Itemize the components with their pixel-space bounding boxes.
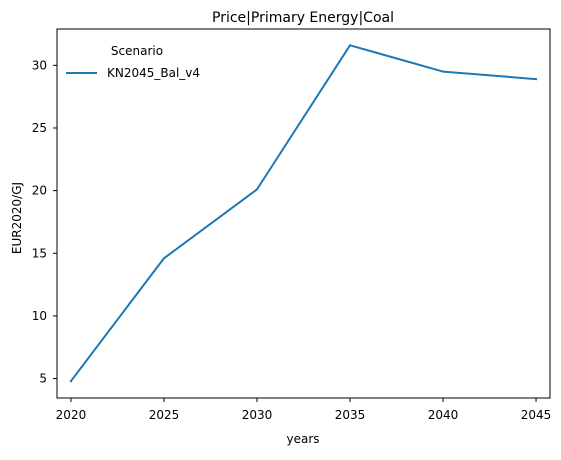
series-layer xyxy=(69,44,538,383)
chart-title: Price|Primary Energy|Coal xyxy=(212,10,394,26)
y-tick-label: 5 xyxy=(39,372,47,386)
legend: Scenario KN2045_Bal_v4 xyxy=(66,44,200,80)
y-axis-ticks: 5 10 15 20 25 30 xyxy=(32,58,57,386)
y-axis-label: EUR2020/GJ xyxy=(10,182,24,254)
x-tick-label: 2020 xyxy=(56,408,87,422)
x-tick-label: 2030 xyxy=(242,408,273,422)
y-tick-label: 25 xyxy=(32,121,47,135)
y-tick-label: 30 xyxy=(32,58,47,72)
x-tick-label: 2045 xyxy=(521,408,552,422)
x-tick-label: 2035 xyxy=(335,408,366,422)
y-tick-label: 20 xyxy=(32,184,47,198)
series-point xyxy=(69,380,72,383)
legend-series-label: KN2045_Bal_v4 xyxy=(107,66,200,80)
series-point xyxy=(162,257,165,260)
x-axis-ticks: 2020 2025 2030 2035 2040 2045 xyxy=(56,398,552,422)
y-tick-label: 10 xyxy=(32,309,47,323)
x-axis-label: years xyxy=(286,432,319,446)
plot-area-frame xyxy=(56,28,551,399)
y-tick-label: 15 xyxy=(32,246,47,260)
x-tick-label: 2025 xyxy=(149,408,180,422)
series-point xyxy=(535,78,538,81)
series-point xyxy=(255,188,258,191)
series-point xyxy=(442,70,445,73)
series-line xyxy=(69,44,538,383)
x-tick-label: 2040 xyxy=(428,408,459,422)
series-point xyxy=(349,44,352,47)
legend-title: Scenario xyxy=(111,44,163,58)
